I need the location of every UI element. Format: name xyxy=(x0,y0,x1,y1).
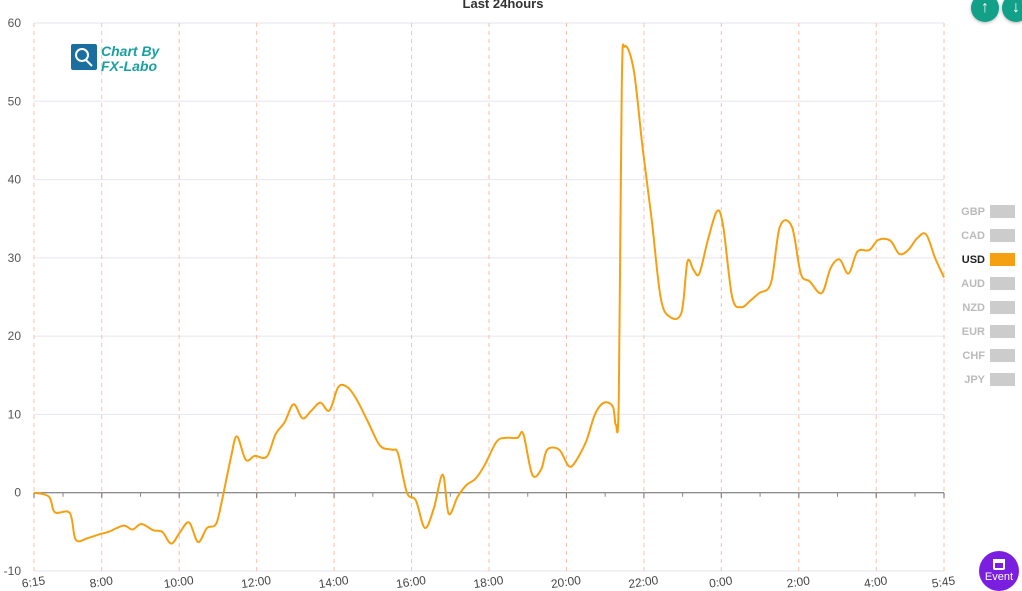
legend-swatch xyxy=(990,325,1015,338)
series-layer xyxy=(33,43,945,545)
legend-label: USD xyxy=(962,254,985,266)
watermark-line1: Chart By xyxy=(101,43,161,59)
legend-label: GBP xyxy=(961,206,985,218)
legend-swatch xyxy=(990,349,1015,362)
chart-title: Last 24hours xyxy=(463,0,544,11)
legend-label: NZD xyxy=(962,302,985,314)
y-tick-label: 60 xyxy=(8,16,22,30)
legend-label: AUD xyxy=(961,278,985,290)
legend-swatch xyxy=(990,205,1015,218)
legend-swatch xyxy=(990,229,1015,242)
watermark-logo: Chart By FX-Labo xyxy=(71,43,161,74)
legend-item-chf[interactable]: CHF xyxy=(962,349,1015,362)
legend-label: JPY xyxy=(964,374,985,386)
legend-swatch xyxy=(990,301,1015,314)
x-tick-label: 4:00 xyxy=(863,573,888,590)
x-tick-label: 18:00 xyxy=(473,573,505,591)
x-tick-label: 12:00 xyxy=(240,573,272,591)
y-tick-label: 40 xyxy=(8,173,22,187)
upload-icon: ↑ xyxy=(981,0,989,16)
x-tick-label: 5:45 xyxy=(931,573,956,590)
watermark-icon xyxy=(71,44,97,70)
series-line-usd xyxy=(33,43,945,545)
legend-swatch xyxy=(990,253,1015,266)
magnifier-icon xyxy=(75,48,89,62)
x-tick-label: 20:00 xyxy=(550,573,582,591)
y-tick-label: 50 xyxy=(8,94,22,108)
x-tick-label: 16:00 xyxy=(395,573,427,591)
y-tick-label: 10 xyxy=(8,407,22,421)
y-tick-label: 0 xyxy=(14,486,21,500)
legend-label: EUR xyxy=(962,326,985,338)
legend-item-usd[interactable]: USD xyxy=(962,253,1015,266)
legend-swatch xyxy=(990,277,1015,290)
x-tick-label: 10:00 xyxy=(163,573,195,591)
x-tick-label: 8:00 xyxy=(89,573,114,590)
axes: -10 0 10 20 30 40 50 60 6:15 8:00 10:00 12:00 14:00 1… xyxy=(4,16,957,591)
grid xyxy=(33,22,945,572)
x-tick-label: 0:00 xyxy=(708,573,733,590)
upload-button[interactable]: ↑ xyxy=(971,0,999,22)
legend-item-nzd[interactable]: NZD xyxy=(962,301,1015,314)
watermark-line2: FX-Labo xyxy=(101,58,157,74)
legend-item-cad[interactable]: CAD xyxy=(961,229,1015,242)
legend-label: CAD xyxy=(961,230,985,242)
x-tick-label: 14:00 xyxy=(318,573,350,591)
event-button[interactable]: Event xyxy=(979,551,1019,591)
download-button[interactable]: ↓ xyxy=(1002,0,1022,22)
y-tick-label: 30 xyxy=(8,251,22,265)
x-tick-label: 22:00 xyxy=(627,573,659,591)
y-tick-label: 20 xyxy=(8,329,22,343)
x-tick-label: 6:15 xyxy=(21,573,46,590)
legend-item-eur[interactable]: EUR xyxy=(962,325,1015,338)
legend-item-jpy[interactable]: JPY xyxy=(964,373,1015,386)
legend-swatch xyxy=(990,373,1015,386)
legend[interactable]: GBP CAD USD AUD NZD EUR CHF JPY xyxy=(961,205,1015,386)
y-tick-label: -10 xyxy=(4,564,22,578)
x-tick-label: 2:00 xyxy=(786,573,811,590)
calendar-icon xyxy=(993,559,1005,570)
legend-item-aud[interactable]: AUD xyxy=(961,277,1015,290)
legend-item-gbp[interactable]: GBP xyxy=(961,205,1015,218)
download-icon: ↓ xyxy=(1012,0,1020,16)
legend-label: CHF xyxy=(962,350,985,362)
event-label: Event xyxy=(984,571,1014,583)
